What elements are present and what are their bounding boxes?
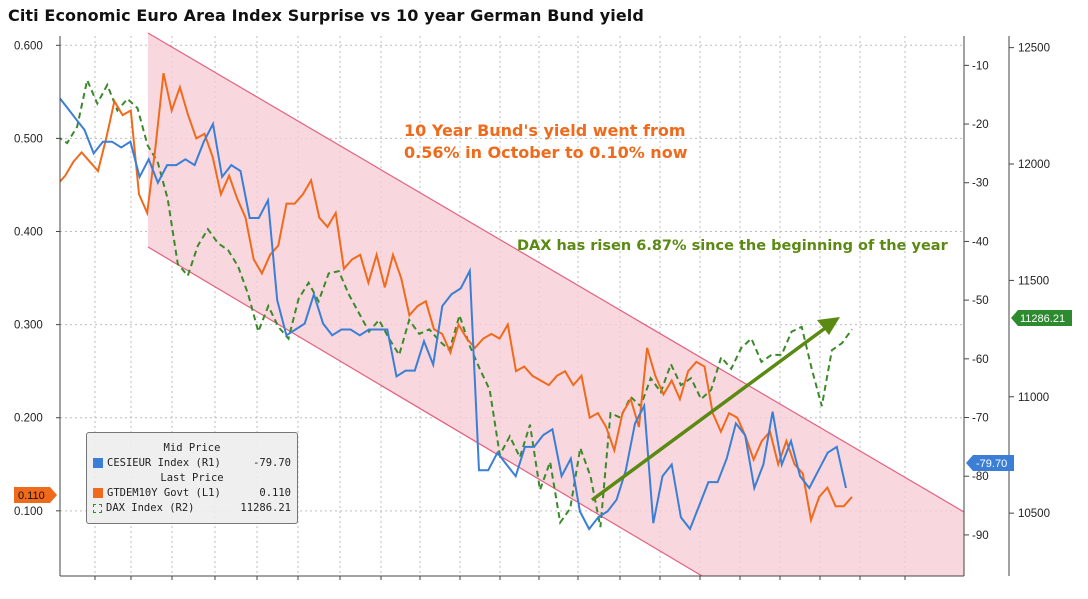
trend-channel-upper-edge [147, 32, 965, 513]
left-tick-label: 0.100 [14, 506, 43, 518]
legend-swatch-bund [93, 488, 103, 498]
left-tick-label: 0.500 [14, 133, 43, 145]
dax-trend-arrowhead [817, 317, 840, 335]
legend-item-cesi: CESIEUR Index (R1) -79.70 [93, 457, 291, 469]
svg-text:11286.21: 11286.21 [1020, 313, 1065, 325]
left-axis-ticks: 0.600 0.500 0.400 0.300 0.200 0.100 [14, 40, 60, 518]
right1-tick-label: -50 [972, 295, 989, 307]
right1-tick-label: -60 [972, 354, 989, 366]
legend: Mid Price CESIEUR Index (R1) -79.70 Last… [86, 432, 298, 524]
left-tick-label: 0.400 [14, 227, 43, 239]
right1-tick-label: -10 [972, 60, 989, 72]
chart-title: Citi Economic Euro Area Index Surprise v… [8, 6, 644, 25]
bund-annotation-line1: 10 Year Bund's yield went from [404, 121, 686, 140]
right2-tick-label: 11000 [1018, 392, 1049, 404]
right1-tick-label: -20 [972, 119, 989, 131]
legend-swatch-cesi [93, 458, 103, 468]
trend-channel-lower-edge [147, 246, 703, 577]
bund-annotation-line2: 0.56% in October to 0.10% now [404, 143, 688, 162]
legend-header-last: Last Price [160, 472, 224, 484]
right1-tick-label: -70 [972, 413, 989, 425]
legend-header-mid: Mid Price [163, 442, 221, 454]
left-tick-label: 0.300 [14, 320, 43, 332]
axes [59, 36, 1010, 580]
series-bund-line [60, 72, 853, 525]
right2-tick-label: 10500 [1018, 508, 1050, 520]
trend-channel [148, 33, 964, 576]
right1-tick-label: -40 [972, 236, 989, 248]
legend-swatch-dax [93, 503, 102, 513]
right1-tick-label: -80 [972, 471, 989, 483]
left-tick-label: 0.200 [14, 413, 43, 425]
right-cesi-value-tag: -79.70 [966, 455, 1014, 471]
right2-tick-label: 12500 [1018, 43, 1050, 55]
right2-tick-label: 12000 [1018, 159, 1050, 171]
right1-tick-label: -90 [972, 530, 989, 542]
right2-axis-ticks: 12500 12000 11500 11000 10500 [1009, 43, 1050, 520]
svg-text:0.110: 0.110 [18, 490, 45, 502]
series-dax-line [60, 76, 853, 528]
series-cesi-line [60, 96, 847, 531]
dax-annotation: DAX has risen 6.87% since the beginning … [517, 238, 949, 254]
right-dax-value-tag: 11286.21 [1011, 310, 1072, 326]
left-tick-label: 0.600 [14, 40, 43, 52]
dax-trend-arrow [590, 324, 830, 502]
svg-text:-79.70: -79.70 [976, 458, 1007, 470]
right1-axis-ticks: -10 -20 -30 -40 -50 -60 -70 -80 -90 [964, 60, 989, 542]
legend-item-dax: DAX Index (R2) 11286.21 [93, 502, 291, 514]
legend-item-bund: GTDEM10Y Govt (L1) 0.110 [93, 487, 291, 499]
right2-tick-label: 11500 [1018, 275, 1049, 287]
right1-tick-label: -30 [972, 178, 989, 190]
left-value-tag: 0.110 [14, 487, 57, 503]
